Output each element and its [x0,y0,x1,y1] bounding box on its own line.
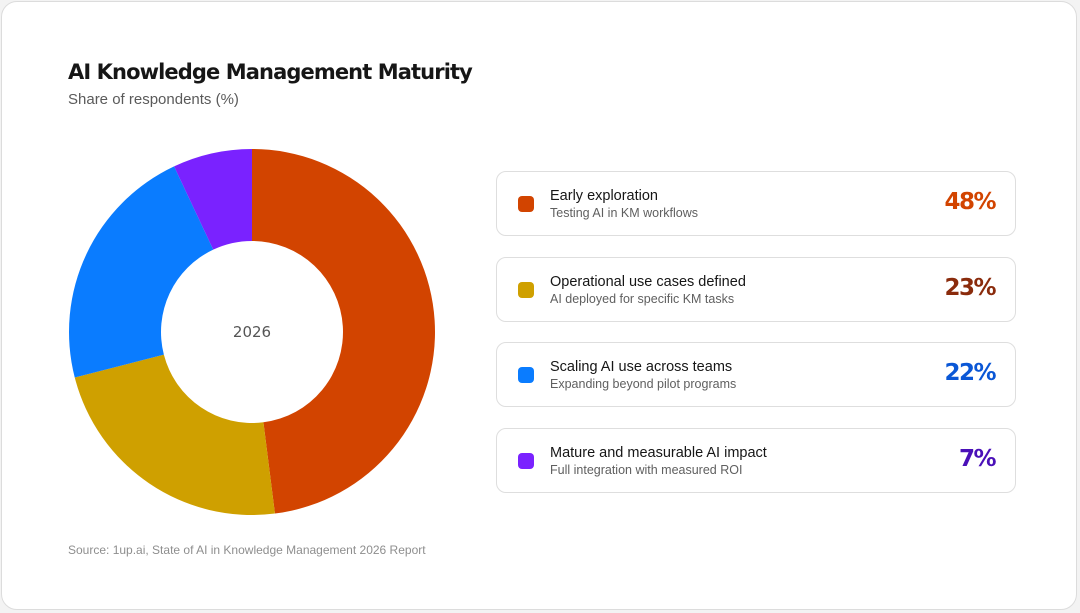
legend-item-value: 23% [944,274,996,301]
donut-center-label: 2026 [233,323,271,341]
legend-item-label: Operational use cases defined [550,273,746,290]
legend-swatch [518,367,534,383]
donut-slice [174,149,252,250]
legend-swatch [518,196,534,212]
legend-item-description: Testing AI in KM workflows [550,206,698,220]
donut-slice [74,354,275,515]
legend-item-label: Scaling AI use across teams [550,359,733,375]
legend-item: Early exploration Testing AI in KM workfl… [496,171,1016,236]
donut-slice [68,166,214,378]
donut-chart: 2026 [68,149,435,515]
legend-item-label: Early exploration [550,188,658,204]
legend-item: Scaling AI use across teams Expanding bey… [496,342,1016,407]
source-note: Source: 1up.ai, State of AI in Knowledge… [68,543,426,557]
chart-subtitle: Share of respondents (%) [68,91,239,108]
legend-swatch [518,281,534,298]
legend-item-value: 22% [944,360,996,386]
legend-item-value: 7% [958,445,997,472]
legend-item-value: 48% [944,189,996,215]
chart-title: AI Knowledge Management Maturity [68,60,473,84]
legend-item-label: Mature and measurable AI impact [550,444,767,461]
legend: Early exploration Testing AI in KM workfl… [496,171,1016,513]
legend-item: Mature and measurable AI impact Full inte… [496,427,1016,493]
donut-slice [252,149,435,514]
legend-item-description: AI deployed for specific KM tasks [550,291,735,306]
legend-item-description: Expanding beyond pilot programs [550,377,737,391]
legend-item-description: Full integration with measured ROI [550,462,743,477]
legend-item: Operational use cases defined AI deployed… [496,256,1016,322]
legend-swatch [518,452,534,469]
